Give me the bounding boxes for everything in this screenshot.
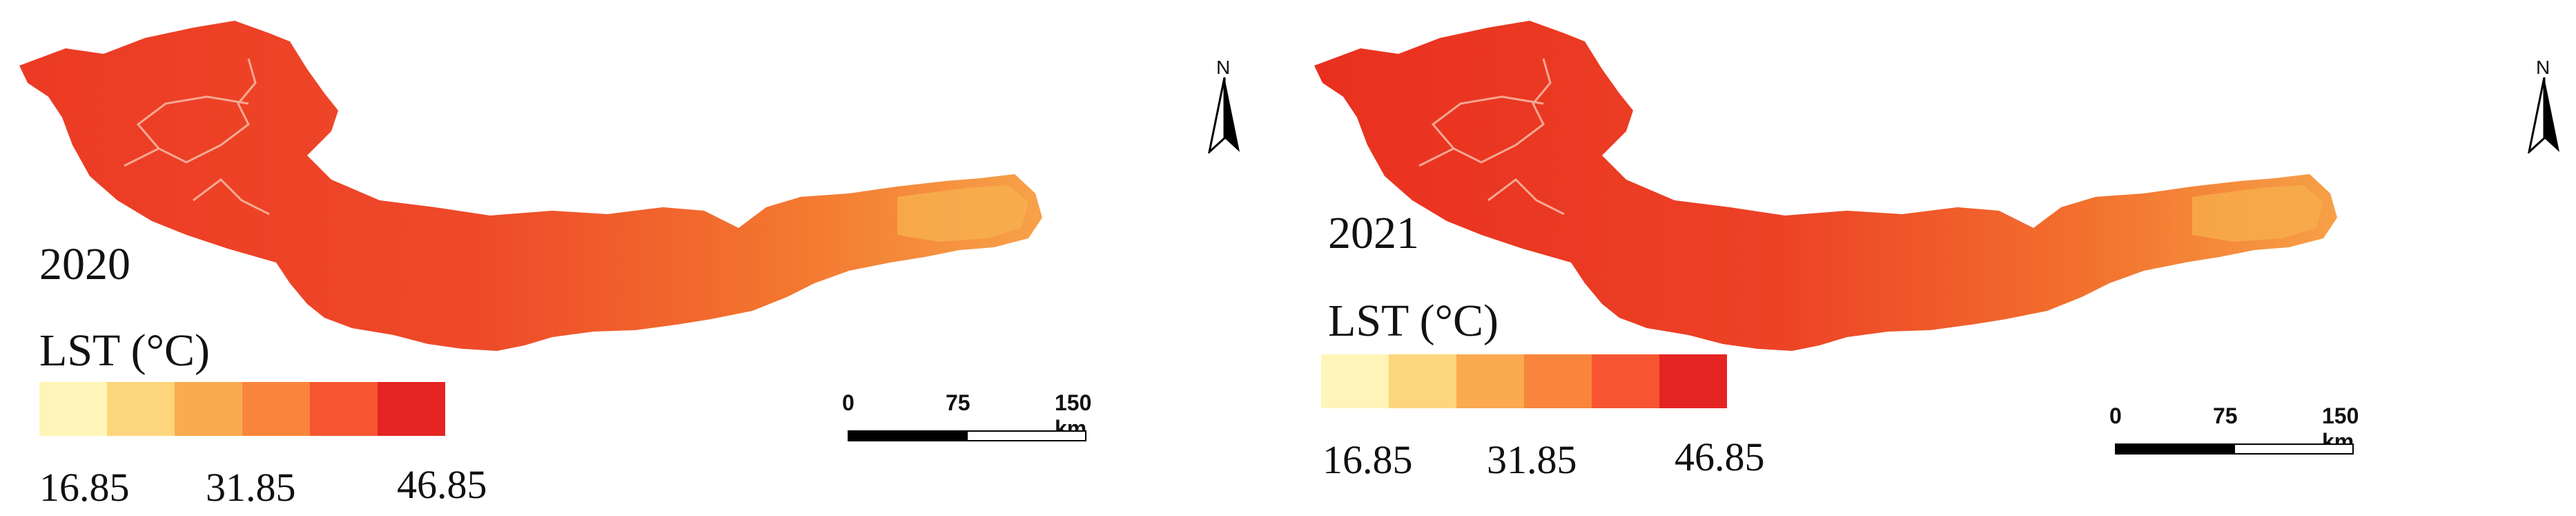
year-label: 2021: [1328, 208, 1419, 258]
lst-map-2020: [19, 21, 1042, 351]
scale-label-75: 75: [2213, 403, 2238, 428]
map-panel-2021: 2021 LST (°C) 16.85 31.85 46.85 N 0 75 1…: [1288, 0, 2576, 516]
legend-tick-mid: 31.85: [206, 465, 296, 510]
map-panel-2020: 2020 LST (°C) 16.85 31.85 46.85 N 0 75 1…: [19, 21, 1247, 510]
internal-boundary-lines: [1418, 58, 1565, 216]
legend-swatch: [39, 382, 107, 436]
scale-bar-white-segment: [2234, 443, 2354, 455]
legend-swatch: [310, 382, 378, 436]
study-area-region: [19, 21, 1042, 351]
scale-bar-black-segment: [848, 430, 966, 441]
legend-title: LST (°C): [1328, 296, 1499, 346]
internal-boundary-lines: [124, 58, 270, 216]
legend-color-ramp: [1321, 354, 1727, 408]
scale-bar: 0 75 150 km: [2109, 403, 2363, 466]
legend-tick-min: 16.85: [39, 465, 130, 510]
yellow-patch: [897, 185, 1028, 242]
legend-swatch: [1321, 354, 1389, 408]
legend-title: LST (°C): [39, 325, 211, 376]
legend-swatch: [107, 382, 175, 436]
lst-map-2021: [1314, 21, 2337, 351]
scale-label-0: 0: [2109, 403, 2122, 428]
yellow-patch: [2192, 185, 2323, 242]
legend-tick-max: 46.85: [1675, 434, 1765, 479]
scale-bar-white-segment: [966, 430, 1086, 441]
legend-swatch: [1524, 354, 1592, 408]
scale-bar-black-segment: [2115, 443, 2234, 455]
north-arrow-icon: N: [2522, 57, 2566, 153]
legend-tick-mid: 31.85: [1487, 437, 1577, 482]
legend-swatch: [1659, 354, 1727, 408]
scale-label-0: 0: [842, 390, 855, 415]
legend-swatch: [175, 382, 242, 436]
legend-tick-min: 16.85: [1323, 437, 1413, 482]
scale-label-75: 75: [946, 390, 970, 415]
legend-swatch: [378, 382, 445, 436]
legend-swatch: [1456, 354, 1524, 408]
legend-swatch: [1592, 354, 1659, 408]
north-arrow-icon: N: [1202, 57, 1247, 153]
north-label: N: [2536, 57, 2550, 78]
legend-tick-max: 46.85: [397, 462, 487, 507]
north-label: N: [1216, 57, 1231, 78]
scale-bar: 0 75 150 km: [842, 390, 1096, 452]
study-area-region: [1314, 21, 2337, 351]
year-label: 2020: [39, 239, 130, 289]
legend-swatch: [242, 382, 310, 436]
legend-swatch: [1389, 354, 1456, 408]
legend-color-ramp: [39, 382, 445, 436]
